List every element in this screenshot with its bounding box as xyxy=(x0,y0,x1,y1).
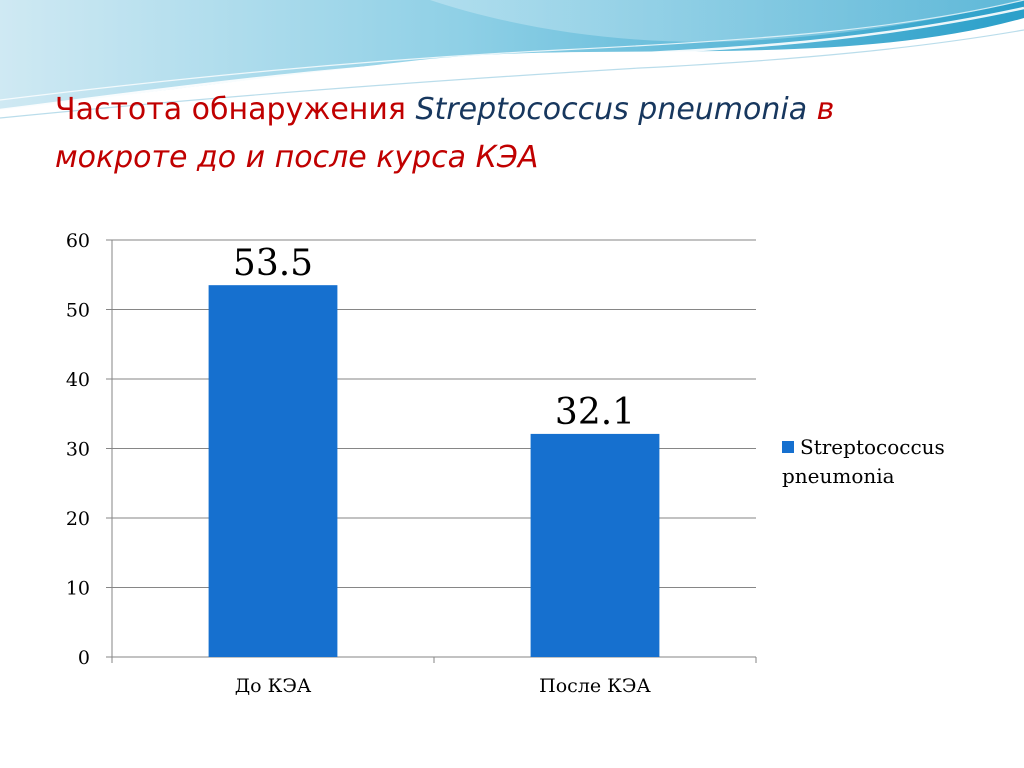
title-part2: в xyxy=(807,92,835,127)
legend-label: Streptococcus pneumonia xyxy=(782,435,945,488)
x-tick-label: До КЭА xyxy=(235,675,312,697)
wave-decoration xyxy=(0,0,1024,119)
bar xyxy=(208,285,338,657)
y-tick-label: 40 xyxy=(66,369,90,391)
title-part1: Частота обнаружения xyxy=(55,92,416,127)
data-label: 32.1 xyxy=(555,392,635,433)
bar xyxy=(530,433,660,657)
x-tick-label: После КЭА xyxy=(539,675,651,697)
title-species: Streptococcus pneumonia xyxy=(415,92,808,127)
slide-title: Частота обнаружения Streptococcus pneumo… xyxy=(55,86,955,182)
data-label: 53.5 xyxy=(233,243,313,284)
y-tick-label: 0 xyxy=(78,647,90,669)
y-tick-label: 50 xyxy=(66,300,90,322)
legend-swatch xyxy=(782,441,794,453)
y-tick-label: 20 xyxy=(66,508,90,530)
y-tick-label: 60 xyxy=(66,230,90,252)
title-line2: мокроте до и после курса КЭА xyxy=(55,140,539,175)
chart-legend: Streptococcus pneumonia xyxy=(782,433,982,491)
y-tick-label: 10 xyxy=(66,578,90,600)
y-tick-label: 30 xyxy=(66,439,90,461)
